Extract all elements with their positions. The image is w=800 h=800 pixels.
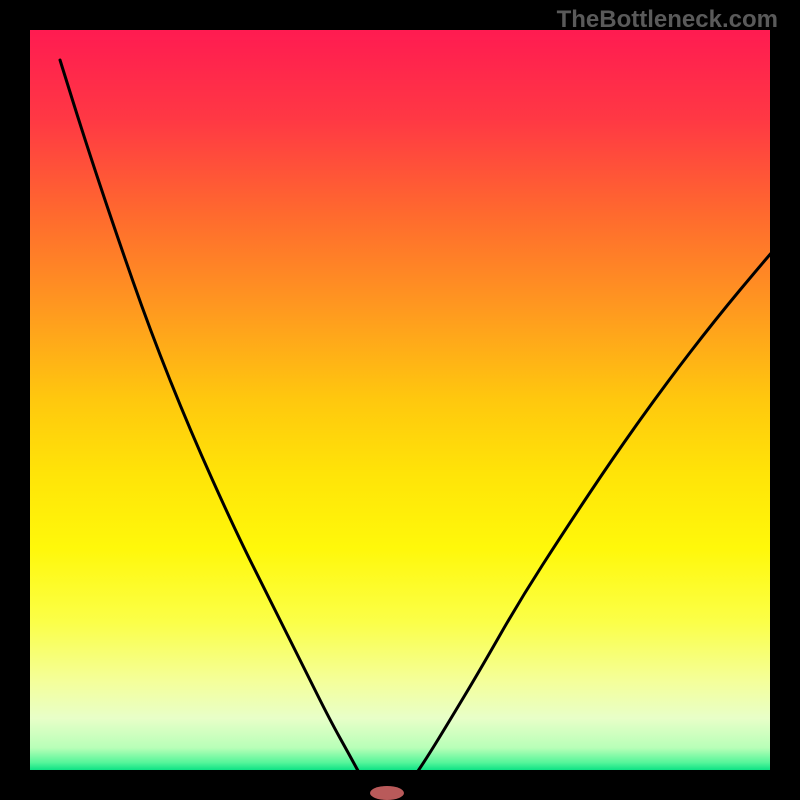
optimum-marker <box>370 786 404 800</box>
curve-overlay <box>0 0 800 800</box>
bottleneck-curve-right <box>403 220 800 792</box>
watermark-text: TheBottleneck.com <box>557 6 778 34</box>
bottleneck-curve-left <box>60 60 372 792</box>
chart-container: TheBottleneck.com <box>0 0 800 800</box>
